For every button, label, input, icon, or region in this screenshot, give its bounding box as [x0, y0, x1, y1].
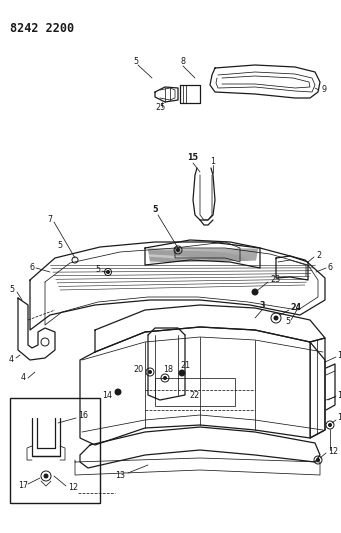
Circle shape — [177, 248, 179, 252]
Bar — [10, 398, 100, 503]
Text: 11: 11 — [337, 391, 341, 400]
Text: 5: 5 — [95, 265, 100, 274]
Text: 5: 5 — [57, 241, 62, 251]
Text: 6: 6 — [29, 263, 34, 272]
Text: 4: 4 — [9, 356, 14, 365]
Text: 16: 16 — [78, 411, 88, 421]
Circle shape — [115, 389, 121, 395]
Text: 23: 23 — [270, 276, 280, 285]
Text: 15: 15 — [188, 154, 198, 163]
Circle shape — [179, 370, 185, 376]
Text: 5: 5 — [152, 206, 158, 214]
Circle shape — [274, 316, 278, 320]
Text: 13: 13 — [115, 471, 125, 480]
Text: 6: 6 — [328, 263, 333, 272]
Text: 3: 3 — [259, 302, 265, 311]
Text: 1: 1 — [210, 157, 216, 166]
Text: 9: 9 — [321, 85, 326, 94]
Text: 2: 2 — [316, 251, 321, 260]
Text: 4: 4 — [21, 374, 26, 383]
Text: 5: 5 — [10, 286, 15, 295]
Text: 22: 22 — [190, 391, 200, 400]
Text: 24: 24 — [290, 303, 301, 312]
Circle shape — [316, 458, 320, 462]
Circle shape — [163, 376, 166, 379]
Circle shape — [148, 370, 151, 374]
Text: 20: 20 — [133, 366, 143, 375]
Text: 19: 19 — [337, 414, 341, 423]
Text: 25: 25 — [155, 103, 165, 112]
Text: 18: 18 — [163, 366, 173, 375]
Circle shape — [252, 289, 258, 295]
Text: 21: 21 — [180, 360, 190, 369]
Text: 17: 17 — [18, 481, 28, 489]
Text: 8242 2200: 8242 2200 — [10, 22, 74, 35]
Circle shape — [44, 474, 48, 478]
Text: 7: 7 — [47, 215, 52, 224]
Text: 5: 5 — [285, 318, 290, 327]
Text: 12: 12 — [68, 483, 78, 492]
Circle shape — [328, 424, 331, 426]
Text: 12: 12 — [328, 448, 338, 456]
Bar — [155, 378, 235, 406]
Text: 8: 8 — [180, 58, 186, 67]
Text: 10: 10 — [337, 351, 341, 359]
Circle shape — [106, 271, 109, 273]
Text: 14: 14 — [102, 391, 112, 400]
Text: 5: 5 — [133, 58, 138, 67]
